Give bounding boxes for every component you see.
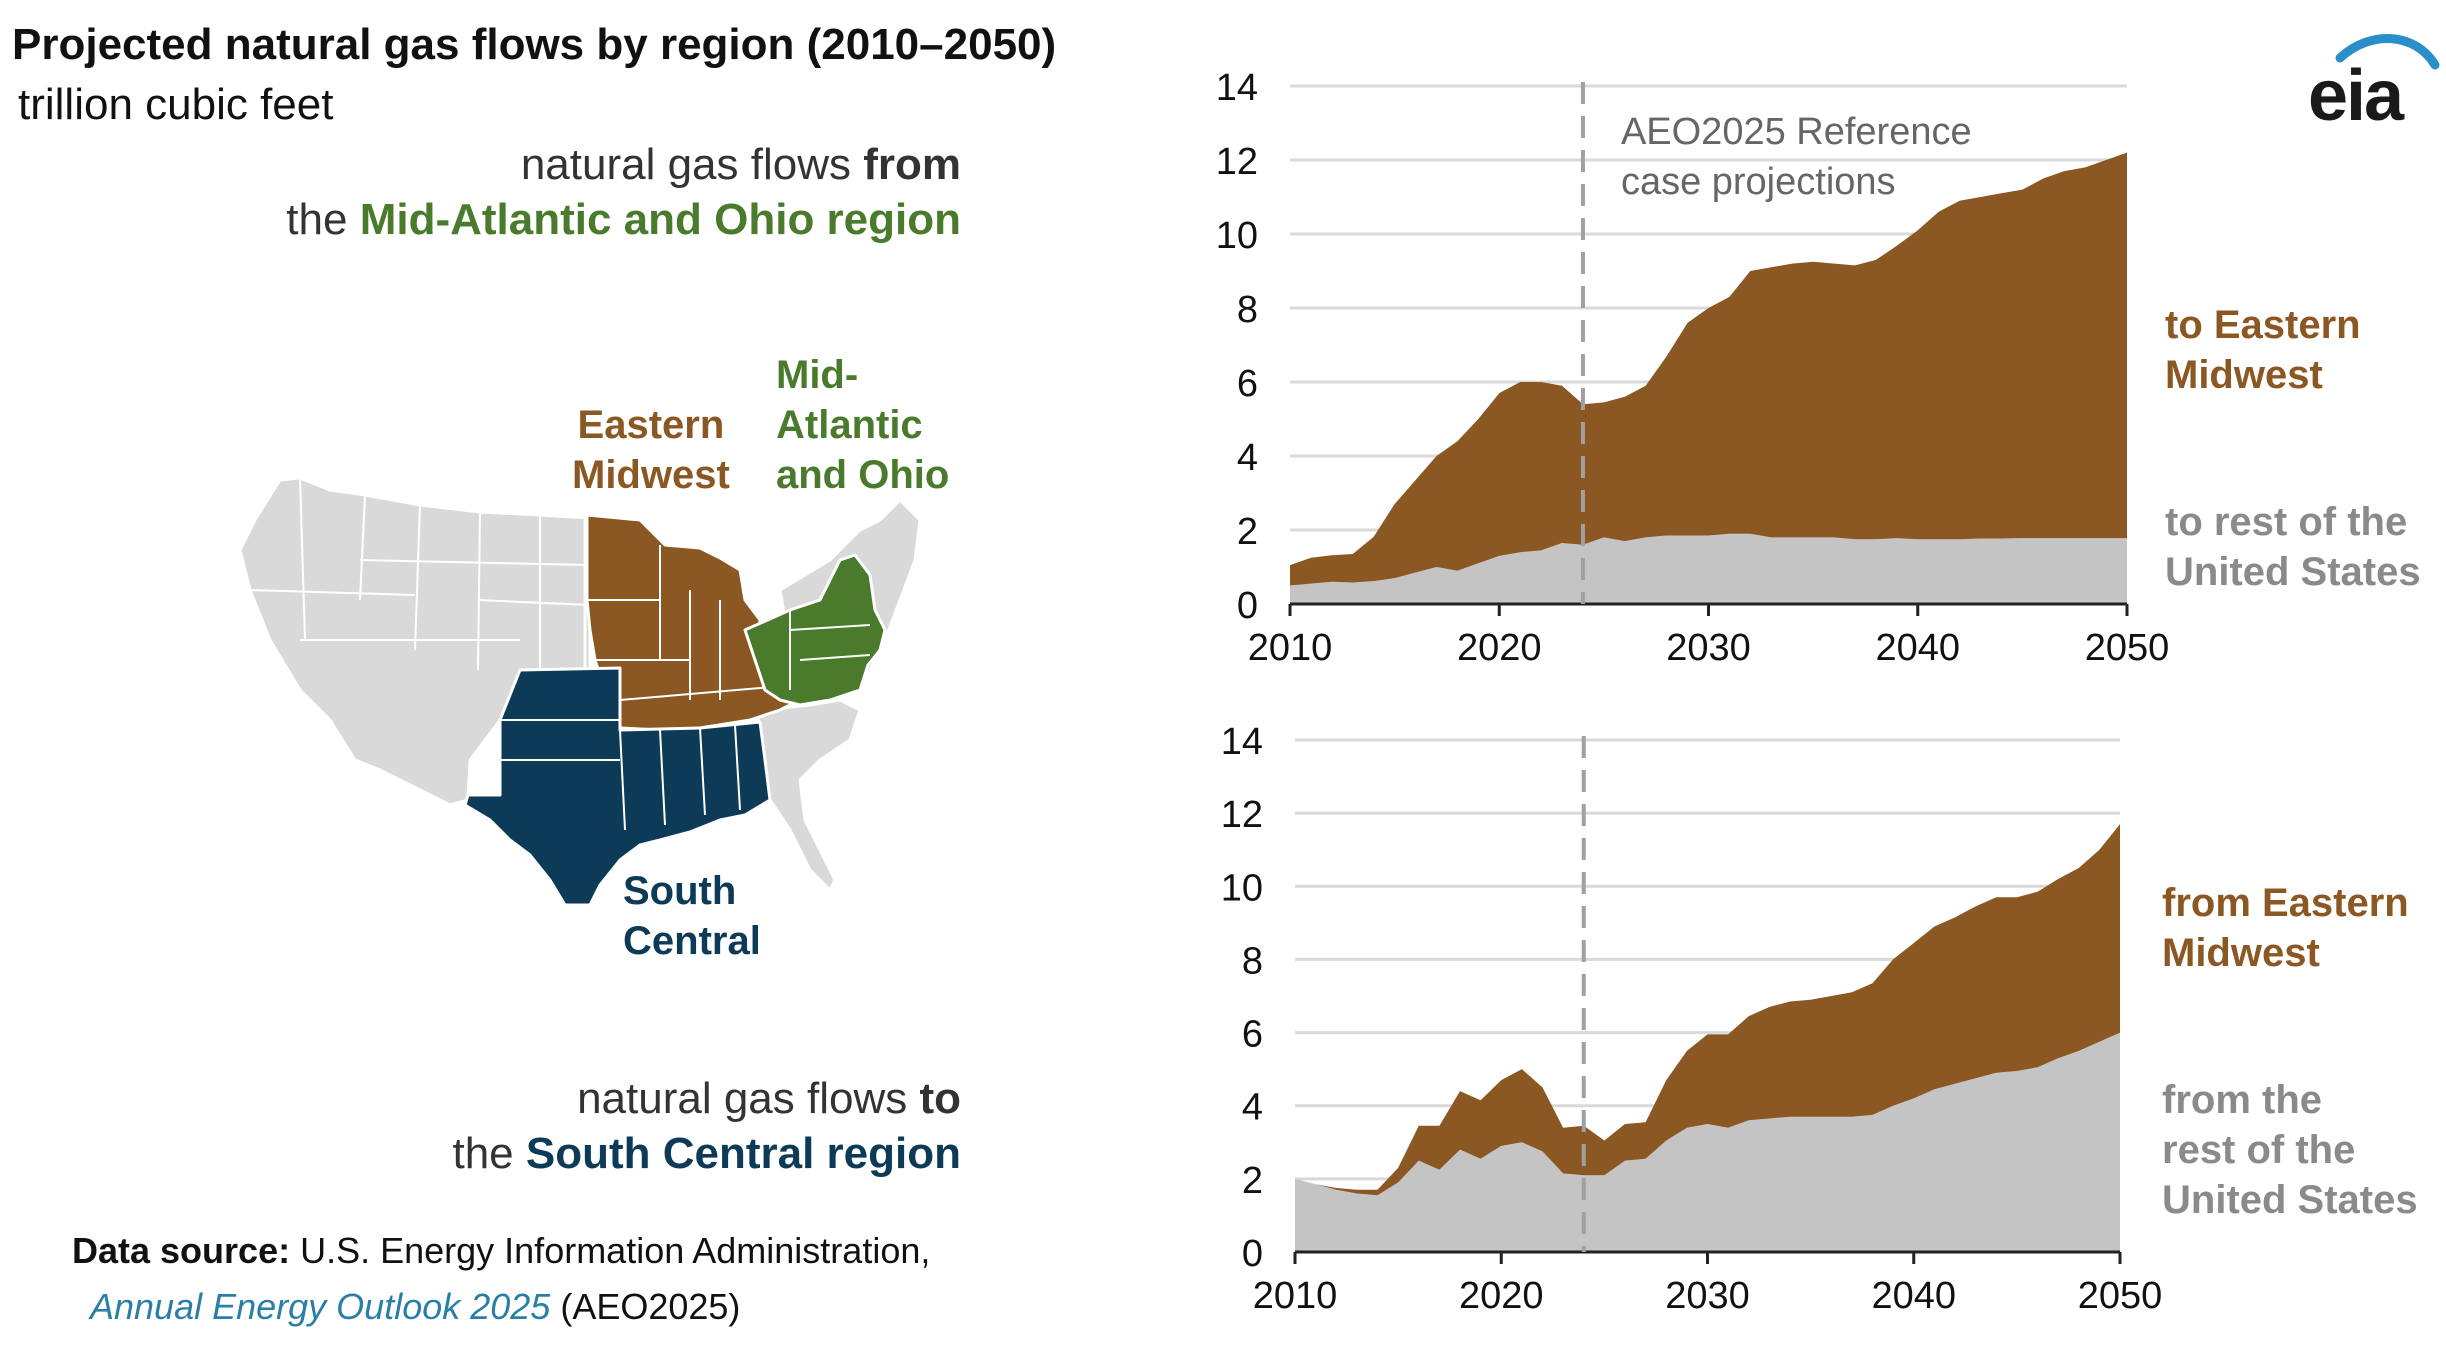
map-label-ma-line1: Mid- bbox=[776, 353, 859, 397]
source-text2: (AEO2025) bbox=[550, 1286, 741, 1327]
map-label-sc-line1: South bbox=[623, 869, 737, 913]
area-series-0 bbox=[1295, 1032, 2120, 1252]
x-tick-label: 2040 bbox=[1871, 1275, 1956, 1317]
y-tick-label: 10 bbox=[1221, 867, 1263, 909]
label-bot2-line2: rest of the bbox=[2162, 1128, 2356, 1172]
label-bot1-line2: United States bbox=[2165, 550, 2421, 594]
area-series-1 bbox=[1290, 152, 2127, 586]
map-state-lines bbox=[249, 477, 591, 671]
projection-annotation: case projections bbox=[1621, 161, 1896, 203]
map-label-eastern-midwest: Eastern Midwest bbox=[572, 400, 730, 500]
area-series-0 bbox=[1290, 533, 2127, 604]
map-label-ma-line3: and Ohio bbox=[776, 453, 950, 497]
y-tick-label: 4 bbox=[1237, 437, 1258, 479]
y-tick-label: 6 bbox=[1237, 363, 1258, 405]
label-top1-line2: Midwest bbox=[2165, 353, 2323, 397]
flows-from-line2: the Mid-Atlantic and Ohio region bbox=[286, 192, 961, 247]
map-label-em-line1: Eastern bbox=[577, 403, 725, 447]
y-tick-label: 8 bbox=[1237, 289, 1258, 331]
flows-from-region: Mid-Atlantic and Ohio region bbox=[359, 195, 961, 244]
source-line2: Annual Energy Outlook 2025 (AEO2025) bbox=[72, 1279, 930, 1335]
flows-to-pre2: the bbox=[452, 1129, 526, 1178]
y-tick-label: 4 bbox=[1242, 1087, 1263, 1129]
label-to-rest-us: to rest of the United States bbox=[2165, 497, 2421, 597]
map-label-mid-atlantic: Mid- Atlantic and Ohio bbox=[776, 350, 949, 500]
source-line1: Data source: U.S. Energy Information Adm… bbox=[72, 1223, 930, 1279]
flows-to-line1: natural gas flows to bbox=[452, 1071, 961, 1126]
us-region-map bbox=[238, 476, 922, 907]
map-label-em-line2: Midwest bbox=[572, 453, 730, 497]
label-top2-line2: Midwest bbox=[2162, 931, 2320, 975]
flows-to-region: South Central region bbox=[525, 1129, 961, 1178]
y-tick-label: 2 bbox=[1242, 1160, 1263, 1202]
map-label-sc-line2: Central bbox=[623, 919, 761, 963]
flows-to-em: to bbox=[919, 1074, 961, 1123]
y-tick-label: 6 bbox=[1242, 1014, 1263, 1056]
flows-to-line2: the South Central region bbox=[452, 1126, 961, 1181]
x-tick-label: 2030 bbox=[1665, 1275, 1750, 1317]
y-tick-label: 2 bbox=[1237, 511, 1258, 553]
x-tick-label: 2020 bbox=[1459, 1275, 1544, 1317]
x-tick-label: 2040 bbox=[1875, 627, 1960, 669]
x-tick-label: 2010 bbox=[1253, 1275, 1338, 1317]
label-top1-line1: to Eastern bbox=[2165, 303, 2361, 347]
y-tick-label: 10 bbox=[1216, 215, 1258, 257]
flows-from-pre: natural gas flows bbox=[520, 140, 864, 189]
y-tick-label: 0 bbox=[1242, 1233, 1263, 1275]
y-tick-label: 14 bbox=[1216, 67, 1258, 109]
x-tick-label: 2010 bbox=[1248, 627, 1333, 669]
flows-from-em: from bbox=[863, 140, 961, 189]
y-tick-label: 12 bbox=[1216, 141, 1258, 183]
y-tick-label: 0 bbox=[1237, 585, 1258, 627]
y-tick-label: 14 bbox=[1221, 721, 1263, 763]
source-publication-link[interactable]: Annual Energy Outlook 2025 bbox=[90, 1286, 551, 1327]
eia-logo-icon: eia bbox=[2308, 34, 2440, 130]
x-tick-label: 2030 bbox=[1666, 627, 1751, 669]
map-ma-lines bbox=[789, 610, 871, 690]
flows-from-line1: natural gas flows from bbox=[286, 137, 961, 192]
map-label-ma-line2: Atlantic bbox=[776, 403, 923, 447]
y-tick-label: 12 bbox=[1221, 794, 1263, 836]
source-text1: U.S. Energy Information Administration, bbox=[290, 1230, 931, 1271]
x-tick-label: 2050 bbox=[2078, 1275, 2163, 1317]
units-subtitle: trillion cubic feet bbox=[18, 80, 334, 129]
flows-from-heading: natural gas flows from the Mid-Atlantic … bbox=[286, 137, 961, 247]
area-series-1 bbox=[1295, 824, 2120, 1196]
eia-logo-text: eia bbox=[2308, 56, 2405, 130]
chart-title: Projected natural gas flows by region (2… bbox=[12, 20, 1057, 69]
source-lead: Data source: bbox=[72, 1230, 291, 1271]
projection-annotation: AEO2025 Reference bbox=[1621, 111, 1972, 153]
x-tick-label: 2020 bbox=[1457, 627, 1542, 669]
label-from-rest-us: from the rest of the United States bbox=[2162, 1075, 2418, 1225]
label-from-eastern-midwest: from Eastern Midwest bbox=[2162, 878, 2409, 978]
y-tick-label: 8 bbox=[1242, 940, 1263, 982]
map-sc-lines bbox=[500, 719, 741, 831]
flows-from-pre2: the bbox=[286, 195, 360, 244]
flows-to-pre: natural gas flows bbox=[577, 1074, 920, 1123]
label-top2-line1: from Eastern bbox=[2162, 881, 2409, 925]
map-south-central bbox=[463, 666, 772, 907]
x-tick-label: 2050 bbox=[2085, 627, 2170, 669]
label-bot2-line3: United States bbox=[2162, 1178, 2418, 1222]
map-mid-atlantic-ohio bbox=[743, 553, 887, 707]
map-label-south-central: South Central bbox=[623, 866, 761, 966]
label-bot1-line1: to rest of the bbox=[2165, 500, 2408, 544]
label-bot2-line1: from the bbox=[2162, 1078, 2322, 1122]
flows-to-heading: natural gas flows to the South Central r… bbox=[452, 1071, 961, 1181]
label-to-eastern-midwest: to Eastern Midwest bbox=[2165, 300, 2361, 400]
data-source: Data source: U.S. Energy Information Adm… bbox=[72, 1223, 930, 1335]
